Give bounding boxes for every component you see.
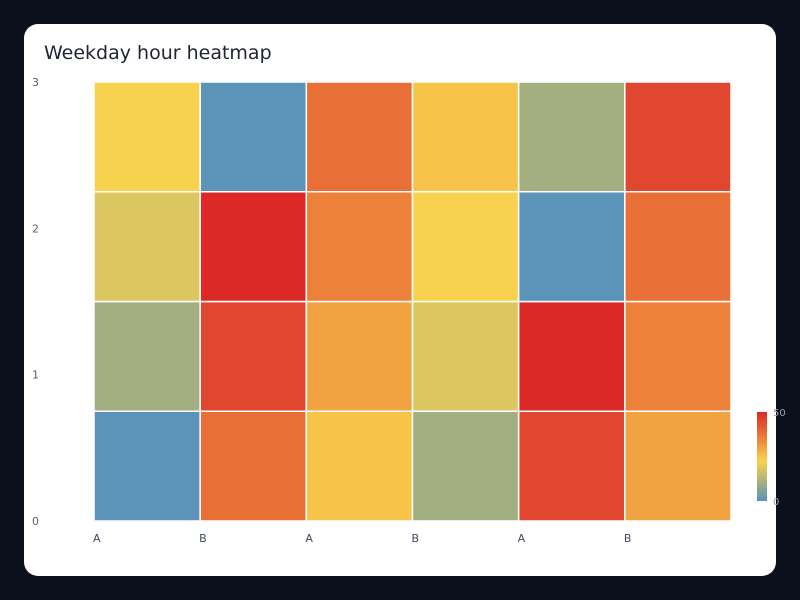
colorbar-gradient [757,412,767,501]
heatmap-cell [199,81,308,193]
heatmap-cell [305,410,414,522]
heatmap-cell [93,191,201,303]
x-tick-label: A [93,532,101,545]
y-axis-ticks: 0 1 2 3 [32,76,39,528]
heatmap-cell [624,191,732,303]
x-tick-label: A [518,532,526,545]
heatmap-cell [199,300,308,412]
heatmap-cells [93,81,732,522]
heatmap-cell [93,410,201,522]
heatmap-cell [624,300,732,412]
x-tick-label: A [305,532,313,545]
heatmap-cell [517,410,626,522]
heatmap-cell [199,191,308,303]
y-tick-label: 0 [32,515,39,528]
heatmap-cell [517,191,626,303]
heatmap-cell [411,191,520,303]
heatmap-cell [411,300,520,412]
heatmap-cell [199,410,308,522]
heatmap-cell [93,81,201,193]
heatmap-cell [624,410,732,522]
y-tick-label: 1 [32,369,39,382]
heatmap-cell [305,300,414,412]
heatmap-cell [93,300,201,412]
x-tick-label: B [412,532,420,545]
heatmap-cell [517,81,626,193]
chart-title: Weekday hour heatmap [44,42,272,64]
colorbar: 0 50 [757,408,786,508]
y-tick-label: 2 [32,222,39,235]
colorbar-tick-label: 0 [773,497,779,508]
heatmap-cell [624,81,732,193]
heatmap-cell [411,81,520,193]
heatmap-cell [411,410,520,522]
heatmap-cell [305,191,414,303]
y-tick-label: 3 [32,76,39,89]
heatmap-cell [305,81,414,193]
colorbar-tick-label: 50 [773,408,786,419]
x-tick-label: B [624,532,632,545]
x-tick-label: B [199,532,207,545]
heatmap-cell [517,300,626,412]
